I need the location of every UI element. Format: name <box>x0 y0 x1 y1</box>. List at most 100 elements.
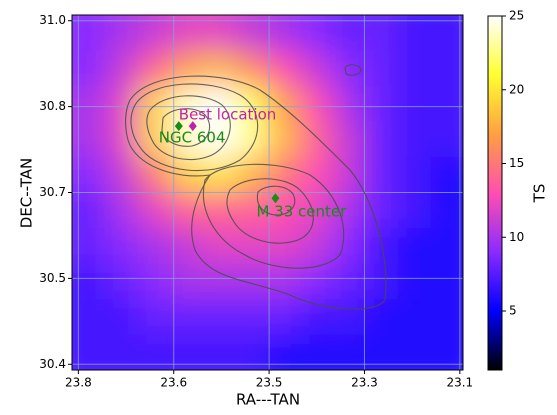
heat-cell <box>365 263 399 300</box>
heat-cell <box>202 263 236 300</box>
heat-cell <box>137 157 171 194</box>
heat-cell <box>72 192 106 229</box>
heat-cell <box>430 86 463 123</box>
y-tick-label: 30.8 <box>39 99 66 113</box>
grid <box>72 15 463 370</box>
heat-cell <box>234 157 269 194</box>
colorbar-frame <box>487 15 503 371</box>
x-tick-label: 23.5 <box>256 376 283 390</box>
y-tick-label: 30.5 <box>39 271 66 285</box>
heat-cell <box>300 192 334 229</box>
heat-cell <box>267 86 301 123</box>
colorbar-tick-label: 25 <box>509 9 524 23</box>
heat-cell <box>300 15 334 52</box>
x-tick-label: 23.8 <box>65 376 92 390</box>
heat-cell <box>267 263 301 300</box>
y-axis-label: DEC--TAN <box>18 158 36 228</box>
heat-cell <box>104 86 138 123</box>
heat-cell <box>397 50 432 87</box>
heat-cell <box>267 15 301 52</box>
marker <box>174 121 183 132</box>
heat-cell <box>169 228 203 265</box>
heat-cell <box>137 50 171 87</box>
heat-cell <box>430 228 463 265</box>
heat-cell <box>365 299 399 336</box>
heat-cell <box>300 50 334 87</box>
heat-cell <box>430 299 463 336</box>
heat-cell <box>397 15 432 52</box>
heat-cell <box>104 121 138 158</box>
heat-cell <box>104 192 138 229</box>
annotation: NGC 604 <box>159 129 226 147</box>
heat-cell <box>169 86 203 123</box>
contours <box>125 64 387 310</box>
annotation: M 33 center <box>256 203 347 221</box>
heat-cell <box>234 121 269 158</box>
heat-cell <box>202 334 236 370</box>
colorbar-tick-label: 15 <box>509 156 524 170</box>
x-tick-label: 23.6 <box>160 376 187 390</box>
heat-cell <box>137 263 171 300</box>
heat-cell <box>267 50 301 87</box>
heat-cell <box>202 50 236 87</box>
heat-cell <box>169 157 203 194</box>
heat-cell <box>137 15 171 52</box>
heat-cell <box>300 228 334 265</box>
heat-cell <box>332 121 366 158</box>
y-tick-label: 31.0 <box>39 13 66 27</box>
heat-cell <box>104 334 138 370</box>
heat-cell <box>300 157 334 194</box>
heat-cell <box>72 299 106 336</box>
heat-cell <box>430 50 463 87</box>
heat-cell <box>397 228 432 265</box>
heat-cell <box>365 121 399 158</box>
heat-cell <box>267 121 301 158</box>
y-tick-label: 30.4 <box>39 357 66 371</box>
heat-cell <box>234 299 269 336</box>
heat-cell <box>430 121 463 158</box>
heatmap <box>72 15 463 370</box>
heat-cell <box>234 192 269 229</box>
heat-cell <box>332 299 366 336</box>
heat-cell <box>332 157 366 194</box>
heat-cell <box>332 192 366 229</box>
colorbar-label: TS <box>531 184 549 204</box>
heat-cell <box>300 334 334 370</box>
colorbar-tick-label: 20 <box>509 82 524 96</box>
heat-cell <box>365 192 399 229</box>
heat-cell <box>267 299 301 336</box>
heat-cell <box>234 263 269 300</box>
x-tick-label: 23.3 <box>351 376 378 390</box>
heat-cell <box>300 86 334 123</box>
heat-cell <box>202 299 236 336</box>
heat-cell <box>72 228 106 265</box>
annotation: Best location <box>179 106 277 124</box>
marker <box>271 193 280 204</box>
heat-cell <box>397 299 432 336</box>
heat-cell <box>430 192 463 229</box>
heat-cell <box>300 263 334 300</box>
heat-cell <box>365 15 399 52</box>
heat-cell <box>104 15 138 52</box>
heat-cell <box>234 50 269 87</box>
heat-cell <box>202 15 236 52</box>
heat-cell <box>72 157 106 194</box>
heat-cell <box>137 86 171 123</box>
heat-cell <box>137 299 171 336</box>
heat-cell <box>397 334 432 370</box>
heat-cell <box>365 86 399 123</box>
heat-cell <box>430 157 463 194</box>
heat-cell <box>169 50 203 87</box>
heat-cell <box>430 15 463 52</box>
colorbar-gradient <box>488 16 502 370</box>
heat-cell <box>332 15 366 52</box>
heat-cell <box>365 157 399 194</box>
heat-cell <box>169 263 203 300</box>
heat-cell <box>397 121 432 158</box>
heat-cell <box>365 50 399 87</box>
x-axis-label: RA---TAN <box>236 391 300 409</box>
colorbar-tick-label: 10 <box>509 230 524 244</box>
heat-cell <box>397 263 432 300</box>
colorbar-tick-label: 5 <box>509 304 517 318</box>
